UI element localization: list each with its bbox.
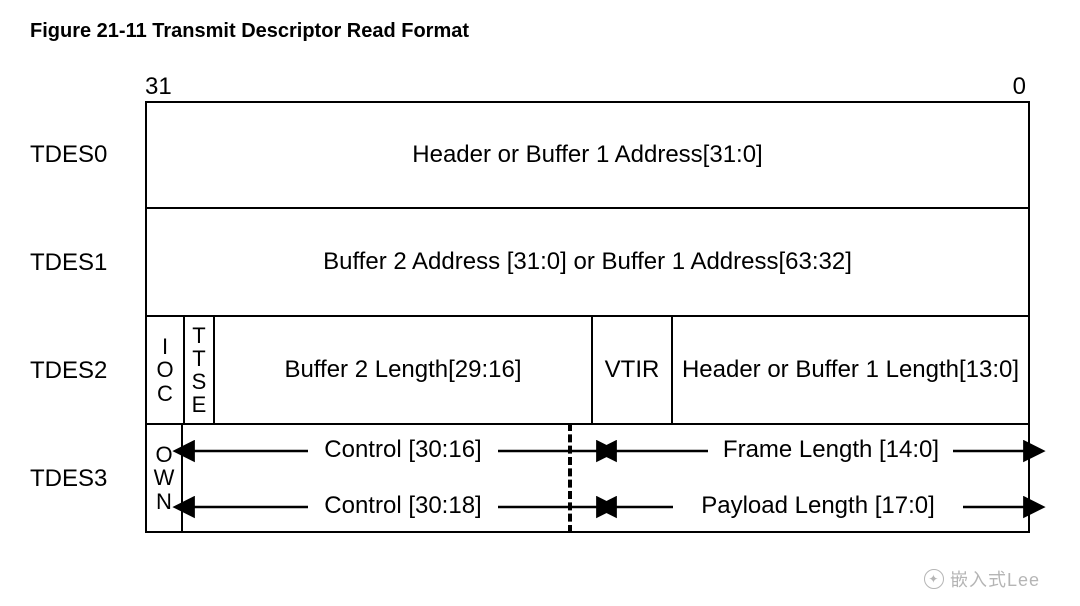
- tdes1-label: TDES1: [30, 249, 130, 277]
- tdes2-ttse: T T S E: [183, 317, 213, 423]
- label-payload-length: Payload Length [17:0]: [701, 492, 935, 519]
- watermark: ✦ 嵌入式Lee: [924, 566, 1040, 592]
- label-control-bottom: Control [30:18]: [324, 492, 481, 519]
- figure-title: Figure 21-11 Transmit Descriptor Read Fo…: [30, 20, 1050, 43]
- bit-low-label: 0: [1013, 73, 1026, 101]
- tdes2-buffer2-length: Buffer 2 Length[29:16]: [213, 317, 591, 423]
- bit-range-labels: 31 0: [145, 73, 1030, 101]
- tdes3-arrows: Control [30:16] Frame Length [14:0] Cont…: [183, 425, 1028, 531]
- tdes1-row: TDES1 Buffer 2 Address [31:0] or Buffer …: [145, 209, 1050, 317]
- label-frame-length: Frame Length [14:0]: [723, 436, 939, 463]
- wechat-icon: ✦: [924, 569, 944, 589]
- bit-high-label: 31: [145, 73, 172, 101]
- descriptor-diagram: 31 0 TDES0 Header or Buffer 1 Address[31…: [145, 73, 1050, 533]
- tdes2-vtir: VTIR: [591, 317, 671, 423]
- tdes3-label: TDES3: [30, 465, 130, 493]
- label-control-top: Control [30:16]: [324, 436, 481, 463]
- tdes2-label: TDES2: [30, 357, 130, 385]
- tdes2-row: TDES2 I O C T T S E Buffer 2 Length[29:1…: [145, 317, 1050, 425]
- tdes3-own: O W N: [147, 425, 183, 531]
- tdes3-row: TDES3 O W N Control: [145, 425, 1050, 533]
- tdes0-row: TDES0 Header or Buffer 1 Address[31:0]: [145, 101, 1050, 209]
- tdes0-content: Header or Buffer 1 Address[31:0]: [147, 103, 1028, 207]
- tdes1-content: Buffer 2 Address [31:0] or Buffer 1 Addr…: [147, 209, 1028, 315]
- tdes2-buffer1-length: Header or Buffer 1 Length[13:0]: [671, 317, 1028, 423]
- tdes2-ioc: I O C: [147, 317, 183, 423]
- tdes0-label: TDES0: [30, 141, 130, 169]
